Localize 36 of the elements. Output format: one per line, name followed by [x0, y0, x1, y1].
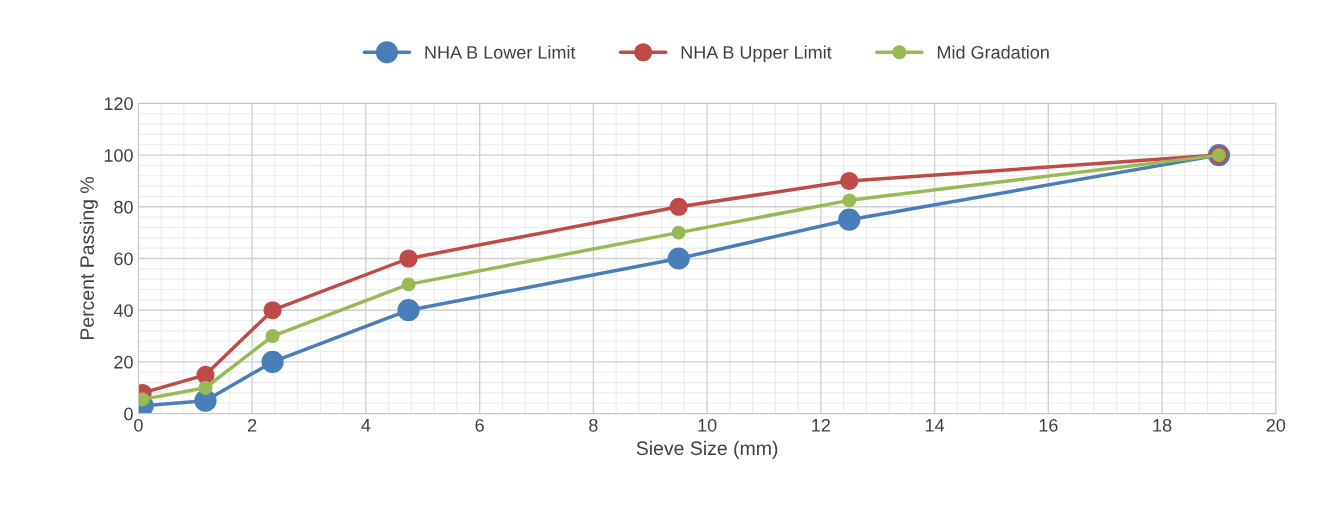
point — [667, 247, 690, 270]
y-tick-label: 40 — [113, 304, 133, 317]
point — [840, 171, 859, 190]
x-axis-title: Sieve Size (mm) — [636, 440, 778, 459]
y-tick-label: 20 — [114, 355, 133, 369]
x-tick-label: 14 — [925, 419, 945, 432]
point — [397, 299, 420, 322]
x-tick-label: 6 — [475, 418, 484, 432]
y-tick-label: 0 — [124, 407, 133, 421]
x-tick-label: 10 — [698, 418, 717, 432]
x-tick-label: 20 — [1266, 418, 1286, 432]
legend-label: NHA B Upper Limit — [681, 45, 832, 63]
point — [838, 208, 861, 231]
x-tick-label: 0 — [134, 418, 143, 432]
point — [669, 197, 688, 216]
legend-label: NHA B Lower Limit — [425, 45, 576, 59]
x-tick-label: 8 — [589, 418, 598, 432]
x-tick-label: 2 — [248, 418, 257, 432]
y-axis-title: Percent Passing % — [79, 177, 98, 340]
point — [263, 301, 282, 320]
point — [842, 193, 857, 208]
y-tick-label: 60 — [114, 252, 133, 266]
x-tick-label: 18 — [1153, 418, 1172, 432]
point — [399, 249, 418, 268]
y-tick-label: 120 — [104, 97, 133, 111]
point — [198, 380, 213, 395]
y-tick-label: 100 — [104, 149, 133, 162]
point — [261, 350, 284, 374]
point — [401, 277, 416, 292]
point — [671, 225, 686, 240]
point — [265, 329, 280, 343]
x-tick-label: 12 — [812, 418, 830, 432]
x-tick-label: 4 — [361, 419, 371, 432]
legend-label: Mid Gradation — [937, 45, 1049, 59]
y-tick-label: 80 — [114, 200, 133, 214]
x-tick-label: 16 — [1039, 418, 1058, 432]
